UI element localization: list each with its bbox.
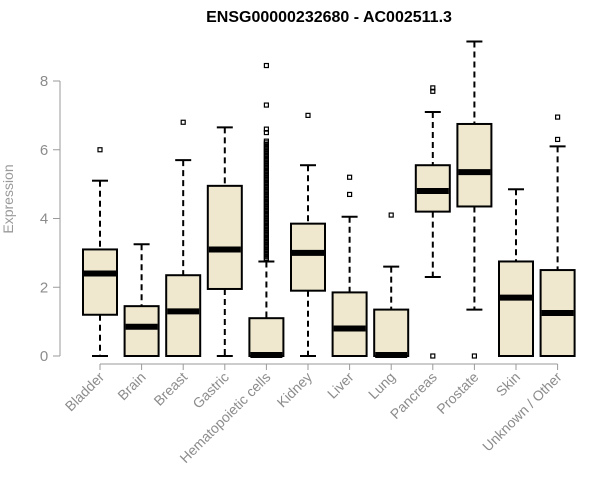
x-tick-label: Skin: [493, 369, 524, 400]
box-iqr: [206, 184, 243, 290]
box-pancreas: [414, 85, 451, 359]
x-tick-label: Bladder: [62, 369, 108, 415]
outlier-point: [430, 353, 436, 359]
box-hematopoietic-cells: [248, 62, 285, 358]
box-lung: [373, 212, 410, 358]
y-tick-label: 8: [40, 73, 48, 90]
box-iqr: [456, 122, 493, 208]
box-iqr: [498, 260, 534, 357]
box-gastric: [206, 126, 243, 357]
outlier-point: [388, 212, 394, 218]
y-tick-label: 6: [40, 142, 48, 159]
box-iqr: [165, 274, 202, 357]
box-brain: [123, 243, 160, 357]
x-tick-label: Liver: [324, 369, 357, 402]
outlier-point: [347, 191, 353, 198]
x-tick-label: Brain: [114, 369, 148, 403]
outlier-point: [263, 138, 269, 144]
box-bladder: [82, 147, 118, 357]
y-tick-label: 2: [40, 279, 48, 296]
x-tick-label: Kidney: [274, 369, 316, 411]
box-kidney: [290, 112, 326, 357]
outlier-point: [305, 112, 311, 118]
box-iqr: [82, 248, 118, 316]
outlier-point: [471, 353, 477, 359]
x-tick-label: Prostate: [433, 369, 481, 417]
outlier-point: [554, 136, 561, 143]
y-tick-label: 4: [40, 211, 48, 228]
y-axis-label: Expression: [0, 164, 16, 233]
x-tick-label: Breast: [150, 369, 190, 409]
box-breast: [165, 119, 202, 357]
box-iqr: [248, 317, 285, 357]
box-prostate: [456, 40, 493, 359]
box-unknown-other: [539, 114, 576, 357]
outlier-point: [554, 114, 561, 120]
x-tick-label: Unknown / Other: [479, 369, 565, 455]
y-tick-label: 0: [40, 348, 48, 365]
box-series: [82, 40, 576, 359]
outlier-point: [347, 174, 353, 180]
outlier-point: [263, 62, 269, 69]
y-axis: 0 2 4 6 8: [40, 73, 61, 365]
box-iqr: [123, 305, 160, 357]
chart-title: ENSG00000232680 - AC002511.3: [206, 9, 452, 26]
outlier-point: [430, 85, 436, 91]
box-iqr: [290, 222, 326, 292]
box-skin: [498, 188, 534, 357]
box-liver: [331, 174, 368, 357]
outlier-point: [180, 119, 186, 125]
outlier-point: [263, 102, 269, 108]
box-iqr: [331, 291, 368, 357]
x-tick-label: Lung: [365, 369, 398, 402]
box-iqr: [373, 308, 410, 357]
outlier-point: [97, 147, 103, 153]
outlier-point: [263, 126, 269, 132]
